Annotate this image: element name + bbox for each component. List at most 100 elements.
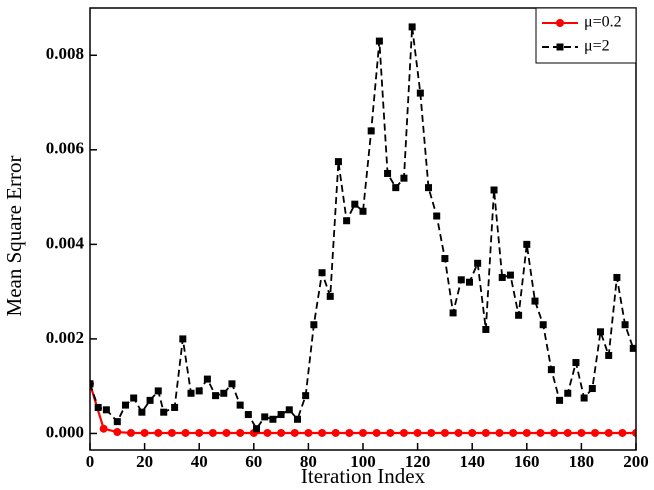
- marker: [416, 89, 424, 97]
- x-tick-label: 200: [623, 452, 649, 471]
- marker: [449, 309, 457, 317]
- marker: [408, 23, 416, 31]
- marker: [425, 184, 433, 192]
- marker: [126, 428, 135, 437]
- marker: [90, 380, 94, 388]
- marker: [468, 428, 477, 437]
- marker: [171, 403, 179, 411]
- marker: [345, 428, 354, 437]
- marker: [522, 428, 531, 437]
- marker: [481, 428, 490, 437]
- plot: [90, 23, 636, 437]
- marker: [277, 428, 286, 437]
- marker: [536, 428, 545, 437]
- marker: [490, 186, 498, 194]
- legend-label: μ=2: [584, 38, 610, 55]
- marker: [632, 428, 636, 437]
- marker: [572, 359, 580, 367]
- marker: [580, 394, 588, 402]
- marker: [498, 273, 506, 281]
- marker: [482, 325, 490, 333]
- marker: [372, 428, 381, 437]
- x-tick-label: 120: [405, 452, 431, 471]
- marker: [113, 428, 122, 437]
- marker: [597, 328, 605, 336]
- y-tick-label: 0.006: [46, 139, 84, 158]
- marker: [605, 351, 613, 359]
- marker: [187, 389, 195, 397]
- marker: [399, 428, 408, 437]
- marker: [293, 415, 301, 423]
- legend-marker: [556, 43, 564, 51]
- marker: [228, 380, 236, 388]
- marker: [506, 271, 514, 279]
- marker: [613, 273, 621, 281]
- marker: [441, 255, 449, 263]
- marker: [433, 212, 441, 220]
- marker: [318, 269, 326, 277]
- x-tick-label: 40: [191, 452, 208, 471]
- marker: [253, 425, 261, 433]
- marker: [629, 344, 636, 352]
- marker: [277, 411, 285, 419]
- y-axis-label: Mean Square Error: [2, 156, 26, 317]
- x-tick-label: 140: [459, 452, 485, 471]
- legend-label: μ=0.2: [584, 14, 622, 31]
- marker: [285, 406, 293, 414]
- y-tick-label: 0.002: [46, 328, 84, 347]
- marker: [334, 158, 342, 166]
- marker: [236, 401, 244, 409]
- marker: [290, 428, 299, 437]
- marker: [304, 428, 313, 437]
- marker: [413, 428, 422, 437]
- marker: [454, 428, 463, 437]
- marker: [427, 428, 436, 437]
- marker: [154, 387, 162, 395]
- marker: [94, 403, 102, 411]
- marker: [146, 396, 154, 404]
- marker: [531, 297, 539, 305]
- marker: [550, 428, 559, 437]
- marker: [618, 428, 627, 437]
- marker: [465, 278, 473, 286]
- marker: [375, 37, 383, 45]
- marker: [310, 321, 318, 329]
- marker: [195, 387, 203, 395]
- x-tick-label: 100: [350, 452, 376, 471]
- marker: [495, 428, 504, 437]
- marker: [351, 200, 359, 208]
- marker: [539, 321, 547, 329]
- marker: [113, 418, 121, 426]
- marker: [181, 428, 190, 437]
- x-tick-label: 80: [300, 452, 317, 471]
- legend-box: [535, 7, 637, 64]
- marker: [130, 394, 138, 402]
- legend-marker: [556, 19, 564, 27]
- marker: [167, 428, 176, 437]
- marker: [440, 428, 449, 437]
- marker: [547, 366, 555, 374]
- marker: [318, 428, 327, 437]
- marker: [367, 127, 375, 135]
- marker: [577, 428, 586, 437]
- marker: [457, 276, 465, 284]
- marker: [208, 428, 217, 437]
- marker: [556, 396, 564, 404]
- marker: [302, 392, 310, 400]
- x-tick-label: 0: [86, 452, 95, 471]
- marker: [386, 428, 395, 437]
- x-axis-label: Iteration Index: [301, 464, 426, 488]
- marker: [220, 389, 228, 397]
- marker: [179, 335, 187, 343]
- marker: [392, 184, 400, 192]
- marker: [621, 321, 629, 329]
- x-tick-label: 160: [514, 452, 540, 471]
- marker: [384, 169, 392, 177]
- marker: [326, 292, 334, 300]
- marker: [222, 428, 231, 437]
- marker: [591, 428, 600, 437]
- marker: [359, 207, 367, 215]
- marker: [261, 413, 269, 421]
- marker: [563, 428, 572, 437]
- marker: [212, 392, 220, 400]
